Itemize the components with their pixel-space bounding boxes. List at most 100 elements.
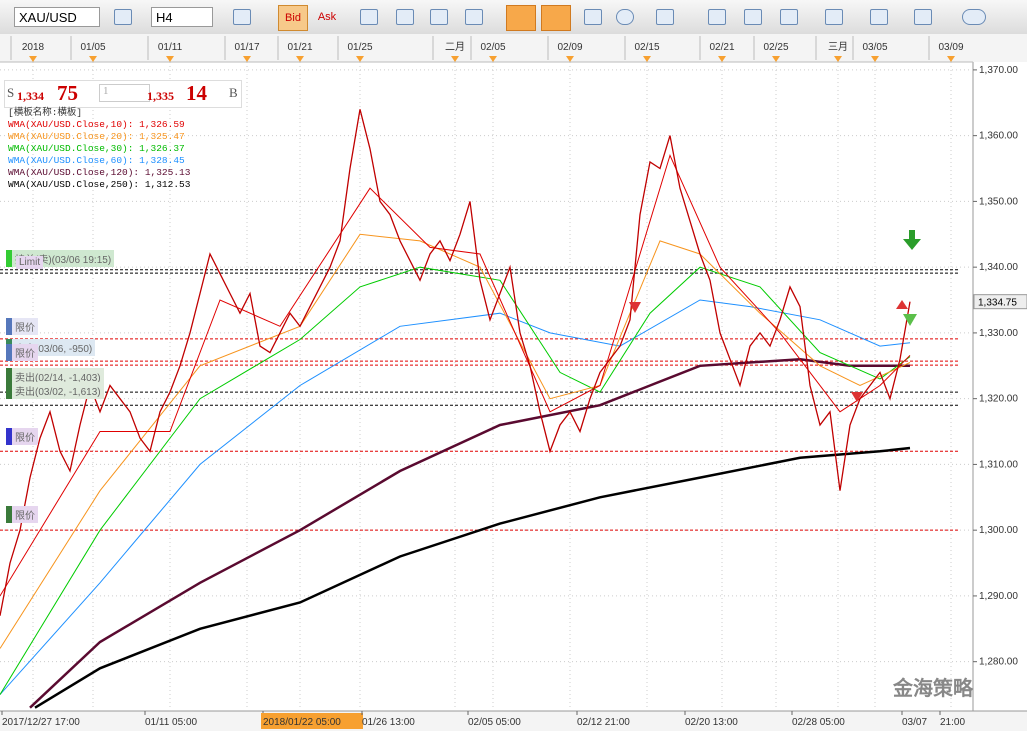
signal-arrow	[903, 314, 917, 326]
order-label[interactable]: Limit	[16, 256, 44, 269]
indicator-text: [横板名称:横板]	[8, 107, 83, 118]
tool-icon[interactable]	[233, 9, 251, 25]
x-tick-label: 02/20 13:00	[685, 717, 738, 728]
tool-icon[interactable]	[430, 9, 448, 25]
top-marker	[296, 56, 304, 62]
order-label[interactable]: 限价	[6, 506, 38, 523]
y-tick-label: 1,320.00	[979, 394, 1018, 405]
indicator-text: WMA(XAU/USD.Close,30): 1,326.37	[8, 143, 185, 154]
series-line	[0, 153, 911, 597]
y-tick-label: 1,290.00	[979, 591, 1018, 602]
order-label[interactable]: 限价	[6, 344, 38, 361]
buy-tag: B	[229, 85, 238, 100]
sell-price[interactable]: 1,334	[17, 89, 44, 103]
series-line	[29, 357, 910, 709]
ask-button[interactable]: Ask	[317, 11, 337, 23]
tool-button[interactable]	[506, 5, 536, 31]
order-label[interactable]: 限价	[6, 318, 38, 335]
signal-arrow	[629, 302, 641, 313]
top-marker	[451, 56, 459, 62]
x-tick-label: 01/11 05:00	[145, 717, 198, 728]
order-label[interactable]: 限价	[6, 428, 38, 445]
x-tick-highlight	[261, 713, 363, 729]
top-marker	[643, 56, 651, 62]
top-tick-label: 01/25	[347, 42, 372, 53]
tool-button[interactable]	[541, 5, 571, 31]
sell-pips[interactable]: 75	[57, 81, 78, 105]
indicator-text: WMA(XAU/USD.Close,20): 1,325.47	[8, 131, 185, 142]
buy-pips[interactable]: 14	[186, 81, 207, 105]
x-tick-label: 21:00	[940, 717, 965, 728]
top-tick-label: 02/05	[480, 42, 505, 53]
tool-icon[interactable]	[780, 9, 798, 25]
tool-icon[interactable]	[870, 9, 888, 25]
last-price-label: 1,334.75	[978, 298, 1017, 309]
sell-tag: S	[7, 85, 15, 100]
series-line	[0, 233, 911, 649]
indicator-text: WMA(XAU/USD.Close,60): 1,328.45	[8, 155, 185, 166]
chart: 1,280.00 1,290.00 1,300.00 1,310.00 1,320.00…	[0, 34, 1027, 731]
bid-button[interactable]: Bid	[278, 5, 308, 31]
top-tick-label: 二月	[445, 41, 465, 53]
top-tick-label: 02/09	[557, 42, 582, 53]
order-label[interactable]: 卖出(03/02, -1,613)	[6, 382, 104, 399]
tool-icon[interactable]	[708, 9, 726, 25]
top-tick-label: 03/09	[938, 42, 963, 53]
tool-icon[interactable]	[584, 9, 602, 25]
indicator-text: WMA(XAU/USD.Close,250): 1,312.53	[8, 179, 191, 190]
toolbar: XAU/USD H4 Bid Ask	[0, 0, 1027, 35]
tool-icon[interactable]	[744, 9, 762, 25]
x-tick-label: 2017/12/27 17:00	[2, 717, 80, 728]
top-marker	[718, 56, 726, 62]
buy-price[interactable]: 1,335	[147, 89, 174, 103]
signal-arrow	[909, 230, 915, 240]
tool-icon[interactable]	[114, 9, 132, 25]
series-line	[34, 446, 911, 709]
tool-icon[interactable]	[825, 9, 843, 25]
top-marker	[29, 56, 37, 62]
top-tick-label: 02/15	[634, 42, 659, 53]
top-marker	[489, 56, 497, 62]
y-tick-label: 1,350.00	[979, 196, 1018, 207]
y-tick-label: 1,360.00	[979, 131, 1018, 142]
top-marker	[89, 56, 97, 62]
indicator-text: WMA(XAU/USD.Close,10): 1,326.59	[8, 119, 185, 130]
top-tick-label: 03/05	[862, 42, 887, 53]
top-marker	[947, 56, 955, 62]
y-tick-label: 1,280.00	[979, 657, 1018, 668]
indicator-legend: [横板名称:横板] WMA(XAU/USD.Close,10): 1,326.59…	[8, 107, 190, 191]
bottom-axis-band	[0, 711, 1027, 731]
top-tick-label: 2018	[22, 42, 45, 53]
watermark: 金海策略	[893, 678, 973, 700]
order-label[interactable]: 卖出(02/14, -1,403)	[6, 368, 104, 385]
tool-icon[interactable]	[360, 9, 378, 25]
top-marker	[834, 56, 842, 62]
tool-icon[interactable]	[465, 9, 483, 25]
top-marker	[772, 56, 780, 62]
top-marker	[166, 56, 174, 62]
indicator-text: WMA(XAU/USD.Close,120): 1,325.13	[8, 167, 191, 178]
tool-icon[interactable]	[914, 9, 932, 25]
y-tick-label: 1,310.00	[979, 459, 1018, 470]
tool-icon[interactable]	[962, 9, 986, 25]
signal-arrow	[903, 239, 921, 250]
top-tick-label: 02/25	[763, 42, 788, 53]
y-tick-label: 1,300.00	[979, 525, 1018, 536]
tool-icon[interactable]	[616, 9, 634, 25]
tool-icon[interactable]	[656, 9, 674, 25]
x-tick-label: 01/26 13:00	[362, 717, 415, 728]
y-tick-label: 1,340.00	[979, 262, 1018, 273]
timeframe-select[interactable]: H4	[151, 7, 213, 27]
top-marker	[871, 56, 879, 62]
top-tick-label: 01/05	[80, 42, 105, 53]
x-tick-label: 02/05 05:00	[468, 717, 521, 728]
x-tick-label: 03/07	[902, 717, 927, 728]
lots-input[interactable]: 1	[99, 84, 150, 102]
top-tick-label: 01/21	[287, 42, 312, 53]
top-tick-label: 三月	[828, 41, 848, 53]
symbol-select[interactable]: XAU/USD	[14, 7, 100, 27]
tool-icon[interactable]	[396, 9, 414, 25]
quote-panel: S 1,334 75 1 1,335 14 B	[4, 80, 242, 108]
series-line	[0, 266, 911, 695]
